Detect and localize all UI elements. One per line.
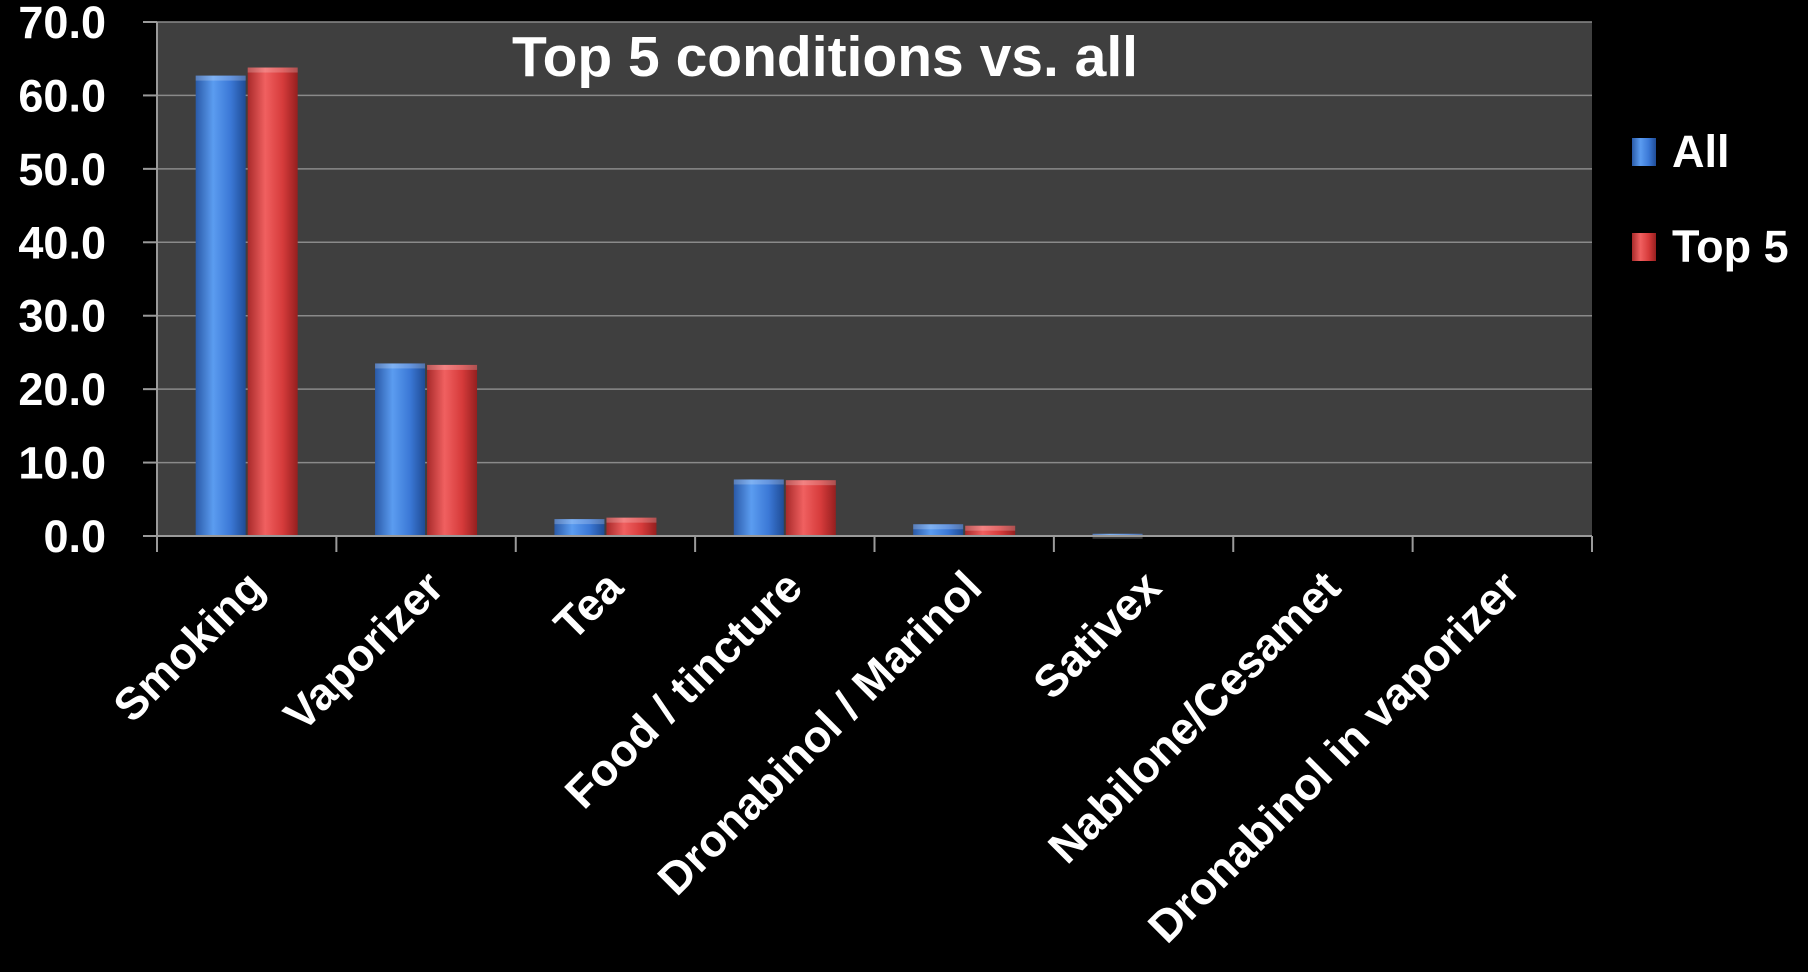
y-tick-label: 0.0 [43,511,106,562]
bar-top-highlight [196,76,246,81]
legend-swatch-top5 [1632,233,1656,261]
bar-all [196,76,246,536]
y-tick-label: 20.0 [18,364,106,415]
x-tick-label: Dronabinol in vaporizer [1138,561,1529,952]
legend-label-top5: Top 5 [1672,221,1789,272]
plot-area [157,22,1592,536]
y-tick-label: 50.0 [18,144,106,195]
x-tick-label: Smoking [103,561,273,731]
x-tick-label: Nabilone/Cesamet [1038,561,1350,873]
y-tick-label: 40.0 [18,217,106,268]
legend: All Top 5 [1632,126,1789,272]
bar-all [375,363,425,536]
bar-top-highlight [375,363,425,368]
bar-top-highlight [606,518,656,523]
y-tick-label: 60.0 [18,70,106,121]
bar-top5 [248,68,298,536]
bar-top-highlight [965,526,1015,531]
x-tick-label: Vaporizer [274,561,453,740]
y-tick-labels: 0.0 10.0 20.0 30.0 40.0 50.0 60.0 70.0 [18,0,106,562]
bar-top-highlight [913,524,963,529]
legend-swatch-all [1632,138,1656,166]
x-tick-label: Sativex [1023,561,1171,709]
bar-top-highlight [248,68,298,73]
bar-top-highlight [734,479,784,484]
legend-label-all: All [1672,126,1730,177]
x-tick-label: Tea [544,560,633,649]
bar-top5 [427,365,477,536]
chart-title: Top 5 conditions vs. all [512,25,1138,89]
bar-all [734,479,784,536]
bar-top5 [786,480,836,536]
bar-top-highlight [427,365,477,370]
bar-top-highlight [554,519,604,524]
y-tick-label: 10.0 [18,438,106,489]
y-tick-label: 30.0 [18,291,106,342]
y-tick-label: 70.0 [18,0,106,48]
x-tick-label: Dronabinol / Marinol [648,561,992,905]
bar-top-highlight [786,480,836,485]
